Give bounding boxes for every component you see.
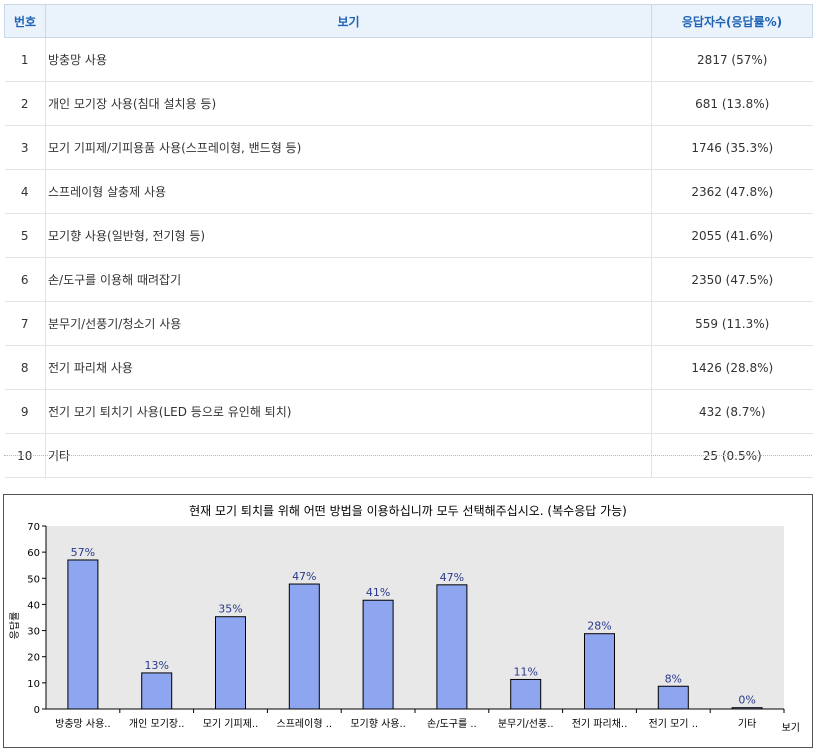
row-option: 손/도구를 이용해 때려잡기 <box>45 257 652 302</box>
x-tick-label: 전기 모기 .. <box>649 718 699 730</box>
row-num: 4 <box>4 169 46 214</box>
y-tick-label: 40 <box>27 600 40 611</box>
row-response: 559 (11.3%) <box>651 301 813 346</box>
data-label: 11% <box>513 665 537 678</box>
data-label: 28% <box>587 620 611 633</box>
x-axis-label: 보기 <box>782 722 800 734</box>
table-row: 9 전기 모기 퇴치기 사용(LED 등으로 유인해 퇴치) 432 (8.7%) <box>4 389 813 434</box>
data-label: 47% <box>292 570 316 583</box>
header-response: 응답자수(응답률%) <box>651 4 813 38</box>
row-option: 스프레이형 살충제 사용 <box>45 169 652 214</box>
row-response: 2362 (47.8%) <box>651 169 813 214</box>
table-row: 7 분무기/선풍기/청소기 사용 559 (11.3%) <box>4 301 813 346</box>
row-num: 7 <box>4 301 46 346</box>
data-label: 0% <box>738 694 755 707</box>
chart-title: 현재 모기 퇴치를 위해 어떤 방법을 이용하십니까 모두 선택해주십시오. (… <box>189 504 627 518</box>
x-tick-label: 개인 모기장.. <box>129 718 185 730</box>
row-option: 전기 파리채 사용 <box>45 345 652 390</box>
bar-chart: 현재 모기 퇴치를 위해 어떤 방법을 이용하십니까 모두 선택해주십시오. (… <box>9 504 800 734</box>
row-num: 8 <box>4 345 46 390</box>
row-num: 9 <box>4 389 46 434</box>
table-row: 1 방충망 사용 2817 (57%) <box>4 37 813 82</box>
bar <box>67 559 99 710</box>
x-tick-label: 모기향 사용.. <box>350 718 406 730</box>
row-option: 모기향 사용(일반형, 전기형 등) <box>45 213 652 258</box>
row-response: 1426 (28.8%) <box>651 345 813 390</box>
row-num: 5 <box>4 213 46 258</box>
bar <box>657 685 689 710</box>
bar <box>215 616 246 710</box>
data-label: 35% <box>218 603 242 616</box>
response-table: 번호 보기 응답자수(응답률%) 1 방충망 사용 2817 (57%) 2 개인 모기… <box>4 4 813 478</box>
data-label: 41% <box>366 586 390 599</box>
data-label: 57% <box>71 546 95 559</box>
bar <box>288 583 320 710</box>
table-row: 5 모기향 사용(일반형, 전기형 등) 2055 (41.6%) <box>4 213 813 258</box>
y-tick-label: 60 <box>27 548 40 559</box>
y-axis-label: 응답률 <box>9 612 21 640</box>
row-response: 2350 (47.5%) <box>651 257 813 302</box>
table-header-row: 번호 보기 응답자수(응답률%) <box>4 4 813 38</box>
row-response: 432 (8.7%) <box>651 389 813 434</box>
row-num: 3 <box>4 125 46 170</box>
bar <box>362 599 394 710</box>
bar <box>731 707 763 710</box>
table-bottom-border <box>4 455 812 456</box>
row-option: 방충망 사용 <box>45 37 652 82</box>
chart-panel: 현재 모기 퇴치를 위해 어떤 방법을 이용하십니까 모두 선택해주십시오. (… <box>3 494 813 748</box>
y-tick-label: 70 <box>27 522 40 533</box>
row-option: 개인 모기장 사용(침대 설치용 등) <box>45 81 652 126</box>
header-num: 번호 <box>4 4 46 38</box>
row-option: 전기 모기 퇴치기 사용(LED 등으로 유인해 퇴치) <box>45 389 652 434</box>
y-tick-label: 10 <box>27 679 40 690</box>
x-tick-label: 스프레이형 .. <box>277 718 333 730</box>
row-response: 681 (13.8%) <box>651 81 813 126</box>
table-row: 4 스프레이형 살충제 사용 2362 (47.8%) <box>4 169 813 214</box>
data-label: 8% <box>665 672 682 685</box>
y-tick-label: 50 <box>27 574 40 585</box>
row-response: 2055 (41.6%) <box>651 213 813 258</box>
row-option: 모기 기피제/기피용품 사용(스프레이형, 밴드형 등) <box>45 125 652 170</box>
x-tick-label: 기타 <box>738 718 756 730</box>
table-row: 6 손/도구를 이용해 때려잡기 2350 (47.5%) <box>4 257 813 302</box>
x-tick-label: 손/도구를 .. <box>427 718 477 730</box>
y-tick-label: 20 <box>27 653 40 664</box>
y-tick-label: 30 <box>27 627 40 638</box>
table-row: 2 개인 모기장 사용(침대 설치용 등) 681 (13.8%) <box>4 81 813 126</box>
data-label: 13% <box>144 659 168 672</box>
row-option: 분무기/선풍기/청소기 사용 <box>45 301 652 346</box>
table-row: 3 모기 기피제/기피용품 사용(스프레이형, 밴드형 등) 1746 (35.3%… <box>4 125 813 170</box>
bar <box>141 672 173 710</box>
row-num: 1 <box>4 37 46 82</box>
bar <box>436 584 468 710</box>
row-num: 6 <box>4 257 46 302</box>
y-tick-label: 0 <box>34 705 40 716</box>
bar <box>510 678 542 710</box>
row-response: 1746 (35.3%) <box>651 125 813 170</box>
row-response: 2817 (57%) <box>651 37 813 82</box>
x-tick-label: 모기 기피제.. <box>203 718 259 730</box>
table-row: 8 전기 파리채 사용 1426 (28.8%) <box>4 345 813 390</box>
x-tick-label: 전기 파리채.. <box>572 718 628 730</box>
bar <box>584 633 615 710</box>
x-tick-label: 분무기/선풍.. <box>498 718 554 730</box>
x-tick-label: 방충망 사용.. <box>55 718 111 730</box>
row-num: 2 <box>4 81 46 126</box>
header-option: 보기 <box>45 4 652 38</box>
data-label: 47% <box>440 571 464 584</box>
